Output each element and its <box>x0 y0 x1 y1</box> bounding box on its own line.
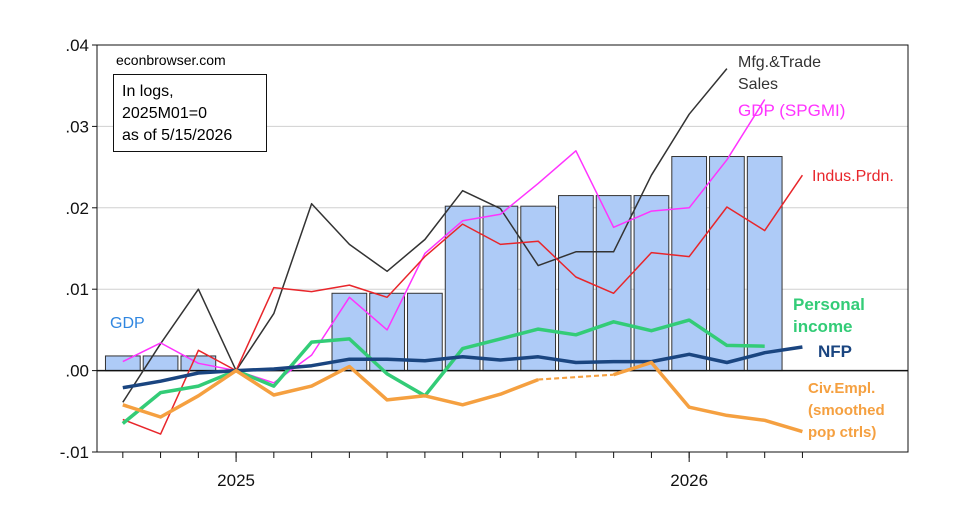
series-label: GDP <box>110 315 145 332</box>
plot-border <box>96 44 909 453</box>
bar <box>104 355 141 372</box>
bar <box>709 156 745 372</box>
bar <box>595 195 632 372</box>
series-line <box>122 364 539 419</box>
series-label: GDP (SPGMI) <box>738 101 846 120</box>
x-tick-label: 2026 <box>670 471 708 490</box>
y-tick-label: .00 <box>65 362 89 381</box>
source-label: econbrowser.com <box>116 52 226 68</box>
gap-connector <box>538 373 614 381</box>
bar <box>671 156 708 372</box>
series-label: Personal income <box>793 295 865 336</box>
bar <box>558 195 594 372</box>
bar <box>520 205 557 372</box>
bar <box>746 156 783 372</box>
series-label: Civ.Empl. (smoothed pop ctrls) <box>808 380 885 441</box>
bar <box>482 205 519 372</box>
series-line <box>613 360 803 434</box>
note-box: In logs, 2025M01=0 as of 5/15/2026 <box>113 74 267 152</box>
series-label: Indus.Prdn. <box>812 168 894 185</box>
series-label: NFP <box>818 342 852 361</box>
bar <box>633 195 670 372</box>
x-tick-label: 2025 <box>217 471 255 490</box>
y-tick-label: .02 <box>65 199 89 218</box>
series-label: Mfg.&Trade Sales <box>738 54 821 93</box>
series-line <box>122 68 728 403</box>
bar <box>407 292 443 372</box>
y-tick-label: .01 <box>65 280 89 299</box>
y-tick-label: .03 <box>65 117 89 136</box>
y-tick-label: .04 <box>65 36 89 55</box>
y-tick-label: -.01 <box>60 443 89 462</box>
